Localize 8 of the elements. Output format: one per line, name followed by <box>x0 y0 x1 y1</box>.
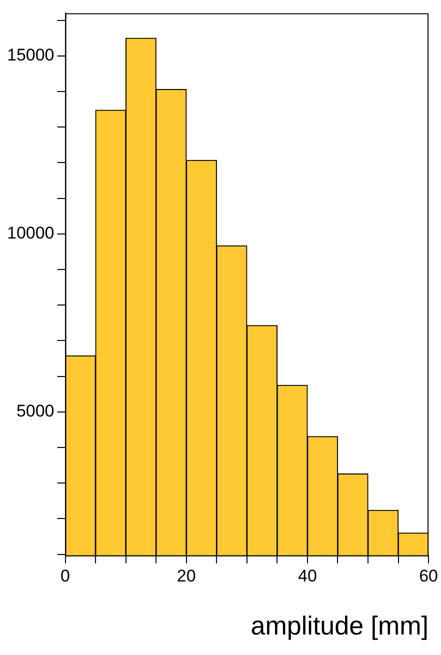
y-tick-label: 5000 <box>16 402 54 421</box>
x-axis-title: amplitude [mm] <box>250 610 429 641</box>
y-tick-label: 10000 <box>6 224 54 243</box>
x-tick-label: 60 <box>419 566 438 586</box>
y-tick-label: 15000 <box>6 46 54 65</box>
x-tick-label: 20 <box>176 566 196 586</box>
x-tick-label: 0 <box>60 566 70 586</box>
x-tick-label: 40 <box>298 566 317 586</box>
